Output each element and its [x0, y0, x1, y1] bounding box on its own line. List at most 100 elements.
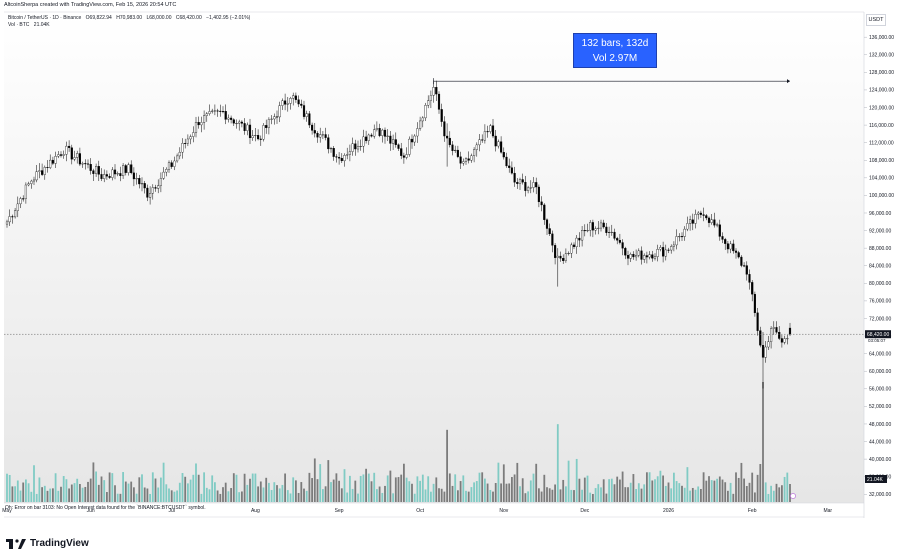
candle-body [424, 104, 427, 119]
volume-bar [637, 483, 640, 502]
candle-body [386, 135, 389, 137]
time-axis: May Jun Jul Aug Sep Oct Nov Dec 2026 Feb Mar [2, 508, 832, 514]
volume-bar [313, 458, 316, 502]
candle-body [267, 119, 270, 128]
volume-bar [489, 489, 492, 502]
candle-body [197, 122, 200, 126]
volume-bar [613, 484, 616, 502]
candle-body [513, 172, 516, 183]
candle-body [667, 249, 670, 251]
volume-bar [52, 488, 54, 502]
volume-bar [754, 492, 756, 502]
candle-body [57, 154, 60, 157]
candle-body [221, 111, 225, 113]
last-price-tag [865, 330, 891, 339]
candle-body [459, 156, 462, 164]
volume-bar [14, 486, 16, 502]
volume-bar [292, 477, 295, 502]
tradingview-logo[interactable]: TradingView [6, 538, 89, 549]
volume-bar [187, 483, 189, 502]
candle-body [151, 187, 154, 194]
volume-bar [60, 486, 62, 502]
candle-body [437, 93, 441, 110]
candle-body [162, 171, 165, 179]
volume-bar [589, 492, 592, 502]
candle-body [737, 252, 740, 258]
candle-body [775, 327, 778, 333]
volume-bar [729, 482, 732, 502]
volume-bar [548, 488, 551, 502]
candle-body [621, 242, 624, 249]
volume-bar [151, 472, 154, 502]
candle-body [92, 170, 95, 174]
last-price-label: 68,420.00 [867, 332, 889, 338]
candle-body [359, 146, 362, 147]
volume-bar [403, 463, 405, 502]
candle-body [697, 212, 700, 215]
candle-body [300, 103, 303, 106]
candle-body [656, 249, 659, 257]
candle-body [608, 232, 611, 234]
candle-body [184, 143, 187, 144]
volume-bar [251, 473, 254, 502]
candle-body [635, 255, 638, 258]
candle-body [497, 141, 500, 147]
candle-body [475, 144, 478, 150]
volume-bar [554, 484, 556, 502]
candle-body [570, 244, 573, 254]
candle-body [5, 221, 9, 225]
volume-bar [457, 490, 459, 502]
candle-body [640, 250, 643, 260]
volume-bar [246, 484, 249, 502]
volume-bar [178, 482, 181, 502]
volume-bar [184, 476, 187, 502]
volume-bar [465, 490, 467, 502]
candle-body [340, 158, 343, 162]
volume-bar [165, 484, 168, 502]
volume-bar [691, 487, 694, 502]
symbol-legend[interactable]: Bitcoin / TetherUS · 1D · Binance O69,82… [8, 15, 253, 21]
volume-bar [673, 472, 675, 502]
candle-body [73, 157, 76, 160]
volume-bar [254, 473, 257, 502]
candle-body [316, 132, 319, 138]
candle-body [227, 117, 230, 120]
price-tick-label: 84,000.00 [869, 264, 891, 270]
candle-body [130, 164, 133, 174]
candle-body [686, 223, 689, 230]
volume-legend[interactable]: Vol · BTC 21.04K [8, 22, 53, 28]
volume-bar [8, 474, 11, 502]
candle-body [68, 145, 71, 148]
volume-bar [19, 490, 22, 502]
tradingview-logo-icon [6, 538, 26, 549]
candle-body [119, 173, 122, 177]
candle-body [516, 182, 519, 184]
volume-bar [629, 482, 632, 502]
candle-body [653, 256, 657, 259]
currency-selector[interactable]: USDT [866, 14, 886, 26]
volume-bar [119, 493, 122, 502]
time-axis-label: Mar [823, 508, 832, 514]
candle-body [367, 134, 370, 141]
volume-bar [76, 478, 79, 502]
volume-bar [727, 490, 729, 502]
candle-body [354, 143, 357, 150]
candle-body [432, 87, 435, 96]
candle-body [24, 184, 27, 199]
candle-body [664, 249, 667, 257]
candle-body [332, 148, 335, 157]
candle-body [373, 129, 376, 137]
volume-bar [284, 473, 286, 502]
volume-bar [556, 424, 559, 502]
volume-bar [133, 487, 135, 502]
volume-bar [216, 490, 219, 502]
candle-body [100, 174, 103, 179]
candle-body [494, 135, 497, 147]
candle-body [707, 217, 711, 223]
candle-body [691, 219, 694, 224]
ohlc-open: O69,822.94 [85, 15, 112, 21]
time-axis-label: Jun [87, 508, 95, 514]
candle-body [456, 149, 459, 157]
candle-body [629, 254, 632, 259]
